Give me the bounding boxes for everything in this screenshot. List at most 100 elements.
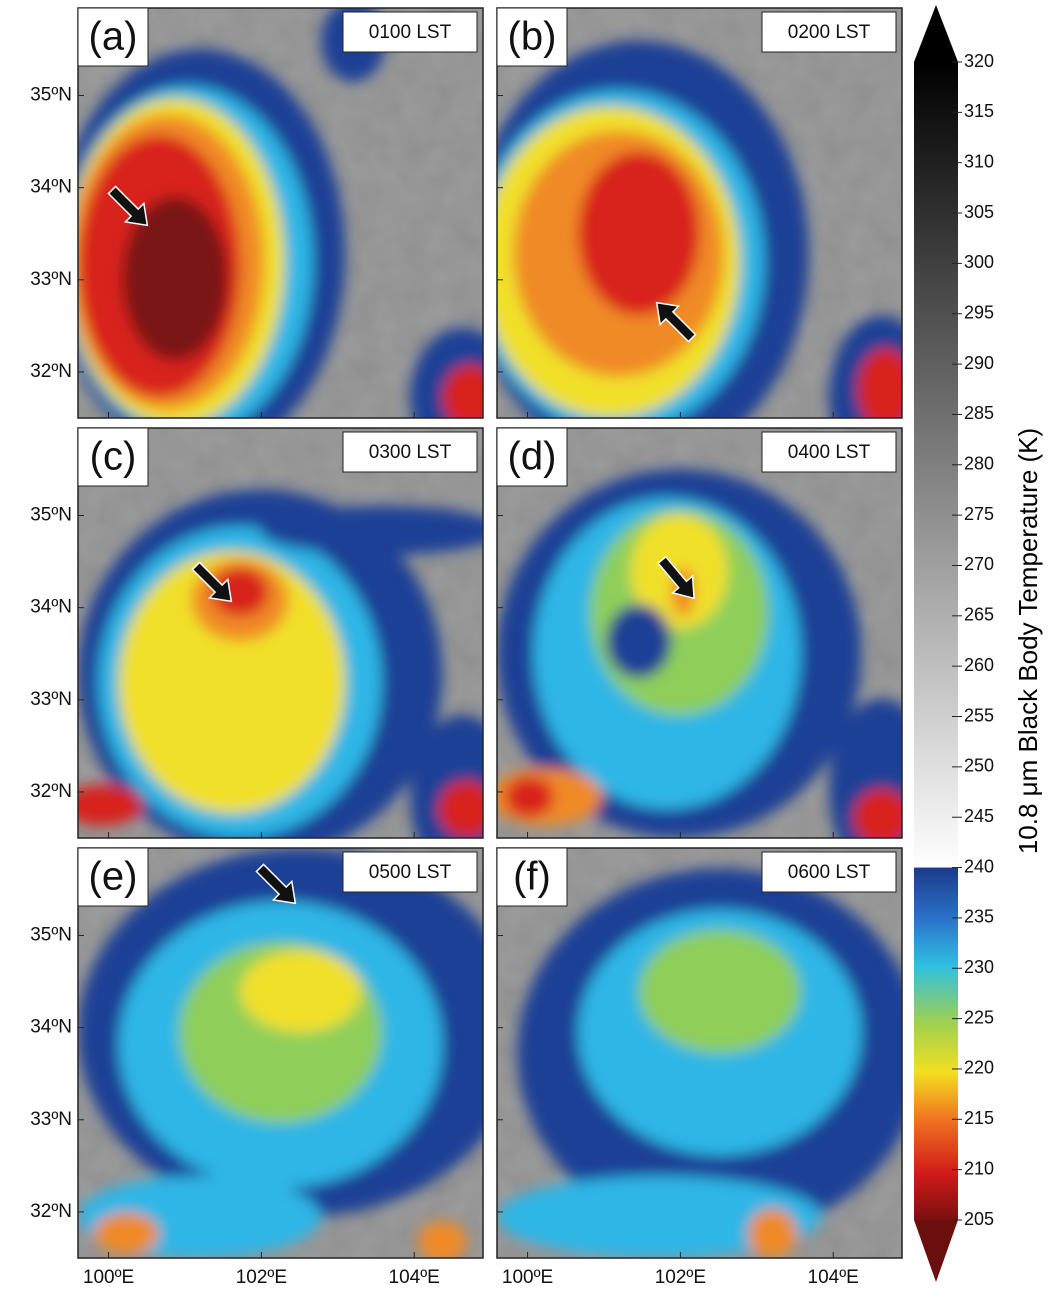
panel-frame: [77, 847, 484, 1259]
panel: (d) 0400 LST: [496, 427, 903, 839]
arrow: [191, 561, 233, 603]
time-box: [761, 11, 897, 53]
colorbar-tick-label: 270: [964, 554, 994, 574]
lat-label: 35ºN: [30, 925, 72, 946]
letter-box: [496, 7, 568, 67]
panel-frame: [496, 427, 903, 839]
arrow: [255, 863, 297, 905]
colorbar-tick-label: 285: [964, 403, 994, 423]
panel-time: 0600 LST: [788, 862, 871, 883]
time-box: [342, 851, 478, 893]
lat-label: 32ºN: [30, 361, 72, 382]
letter-box: [77, 847, 149, 907]
lat-label: 34ºN: [30, 1017, 72, 1038]
time-box: [761, 431, 897, 473]
satellite-image: [78, 848, 483, 1258]
colorbar-tick-label: 320: [964, 51, 994, 71]
cloud-field: [78, 848, 483, 1258]
colorbar-tick-label: 275: [964, 504, 994, 524]
colorbar-tick-label: 310: [964, 151, 994, 171]
panel-frame: [496, 7, 903, 419]
letter-box: [496, 427, 568, 487]
panel-letter: (e): [89, 855, 138, 899]
panel: (f) 0600 LST 100ºE 102ºE 104ºE: [496, 847, 903, 1288]
colorbar-tick-label: 215: [964, 1108, 994, 1128]
colorbar-tick-label: 305: [964, 202, 994, 222]
satellite-image: [497, 8, 902, 418]
colorbar-tick-label: 290: [964, 353, 994, 373]
cloud: [118, 551, 346, 814]
cloud: [578, 151, 700, 316]
arrow: [107, 185, 149, 227]
cloud-field: [497, 868, 902, 1258]
colorbar-tick-label: 280: [964, 454, 994, 474]
letter-box: [77, 427, 149, 487]
lat-label: 33ºN: [30, 1109, 72, 1130]
panel: (b) 0200 LST: [496, 7, 903, 419]
lat-label: 33ºN: [30, 689, 72, 710]
colorbar-label: 10.8 μm Black Body Temperature (K): [1013, 428, 1043, 854]
panel-time: 0400 LST: [788, 442, 871, 463]
panel: (a) 0100 LST 35ºN 34ºN 33ºN 32ºN: [30, 7, 484, 419]
lat-label: 32ºN: [30, 1201, 72, 1222]
time-box: [342, 431, 478, 473]
panel-letter: (b): [508, 15, 557, 59]
colorbar-tick-label: 265: [964, 605, 994, 625]
panel-frame: [77, 7, 484, 419]
satellite-image: [497, 428, 902, 838]
cloud: [497, 1176, 821, 1258]
panel-time: 0500 LST: [369, 862, 452, 883]
cloud: [442, 364, 483, 418]
cloud: [260, 505, 483, 556]
panel-time: 0200 LST: [788, 22, 871, 43]
cloud: [853, 788, 902, 838]
panel-letter: (d): [508, 435, 557, 479]
colorbar-tick-label: 240: [964, 856, 994, 876]
panel-letter: (c): [90, 435, 137, 479]
colorbar-tick-label: 220: [964, 1058, 994, 1078]
panel-time: 0300 LST: [369, 442, 452, 463]
colorbar-warm: [914, 62, 958, 868]
colorbar-extend-bottom: [914, 1220, 958, 1282]
cloud-field: [78, 8, 483, 418]
lat-label: 35ºN: [30, 505, 72, 526]
colorbar-tick-label: 315: [964, 101, 994, 121]
colorbar-tick-label: 205: [964, 1209, 994, 1229]
colorbar-tick-label: 235: [964, 907, 994, 927]
colorbar-tick-label: 255: [964, 705, 994, 725]
arrow: [655, 301, 697, 343]
cloud: [94, 1212, 159, 1254]
lat-label: 34ºN: [30, 177, 72, 198]
panel-frame: [77, 427, 484, 839]
cloud: [211, 567, 269, 617]
colorbar-tick-label: 225: [964, 1007, 994, 1027]
letter-box: [77, 7, 149, 67]
cloud: [638, 930, 801, 1053]
cloud: [418, 1221, 467, 1258]
satellite-image: [78, 428, 483, 838]
cloud: [78, 784, 143, 826]
cloud: [505, 776, 554, 818]
colorbar-tick-label: 260: [964, 655, 994, 675]
lat-label: 32ºN: [30, 781, 72, 802]
lat-label: 33ºN: [30, 269, 72, 290]
cloud: [122, 196, 228, 361]
cloud: [606, 604, 672, 679]
colorbar-tick-label: 245: [964, 806, 994, 826]
colorbar: 205 210 215 220 225 230 235 240 245 250 255 260 265 2…: [914, 5, 1043, 1282]
colorbar-tick-label: 230: [964, 957, 994, 977]
satellite-image: [497, 848, 902, 1258]
colorbar-tick-label: 210: [964, 1158, 994, 1178]
lon-label: 102ºE: [655, 1267, 706, 1288]
lon-label: 100ºE: [502, 1267, 553, 1288]
lon-label: 102ºE: [236, 1267, 287, 1288]
letter-box: [496, 847, 568, 907]
time-box: [342, 11, 478, 53]
panel-frame: [496, 847, 903, 1259]
cloud: [240, 950, 362, 1033]
arrow: [657, 555, 695, 600]
cloud-field: [497, 469, 902, 838]
panels: (a) 0100 LST 35ºN 34ºN 33ºN 32ºN (b) 0200 LST (c…: [30, 7, 903, 1288]
panel: (e) 0500 LST 35ºN 34ºN 33ºN 32ºN 100ºE 102ºE 104…: [30, 847, 484, 1288]
